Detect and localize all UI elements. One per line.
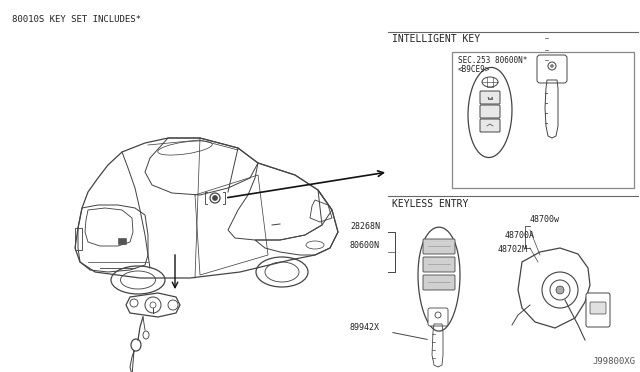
Text: INTELLIGENT KEY: INTELLIGENT KEY [392,34,480,44]
FancyBboxPatch shape [480,119,500,132]
Text: 89942X: 89942X [350,323,380,332]
FancyBboxPatch shape [586,293,610,327]
Circle shape [212,196,218,201]
FancyBboxPatch shape [428,308,448,326]
FancyBboxPatch shape [480,105,500,118]
Text: SEC.253 80600N*: SEC.253 80600N* [458,56,527,65]
Text: 80600N: 80600N [350,241,380,250]
Text: J99800XG: J99800XG [592,357,635,366]
Text: 48700A: 48700A [505,231,535,240]
FancyBboxPatch shape [537,55,567,83]
FancyBboxPatch shape [423,257,455,272]
Text: 80010S KEY SET INCLUDES*: 80010S KEY SET INCLUDES* [12,15,141,24]
Text: <B9CE9>: <B9CE9> [458,65,490,74]
FancyBboxPatch shape [480,91,500,104]
Circle shape [556,286,564,294]
Text: 48702M: 48702M [498,245,528,254]
FancyBboxPatch shape [423,239,455,254]
Circle shape [550,64,554,67]
FancyBboxPatch shape [423,275,455,290]
Text: 28268N: 28268N [350,222,380,231]
Text: KEYLESS ENTRY: KEYLESS ENTRY [392,199,468,209]
Bar [118,238,126,244]
FancyBboxPatch shape [590,302,606,314]
Bar [452,52,634,188]
Text: 48700w: 48700w [530,215,560,224]
